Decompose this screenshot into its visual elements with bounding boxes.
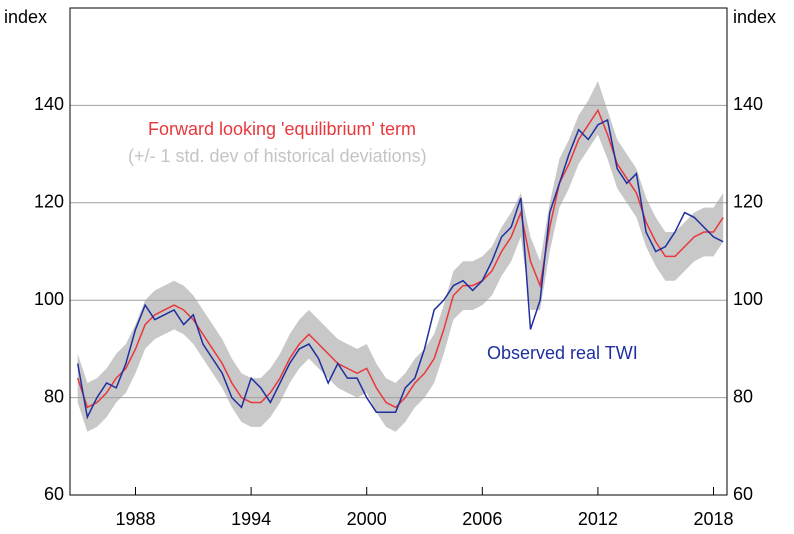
y2-axis-label: index — [733, 7, 776, 27]
annotation: (+/- 1 std. dev of historical deviations… — [128, 146, 427, 166]
x-tick-label: 2000 — [347, 509, 387, 529]
y-axis-label: index — [4, 7, 47, 27]
y-tick-label: 100 — [34, 289, 64, 309]
x-tick-label: 1994 — [231, 509, 271, 529]
annotation: Forward looking 'equilibrium' term — [148, 119, 416, 139]
plot-frame — [69, 7, 728, 496]
y-tick-label: 60 — [44, 484, 64, 504]
y2-tick-label: 120 — [733, 192, 763, 212]
x-tick-label: 2012 — [578, 509, 618, 529]
y2-tick-label: 100 — [733, 289, 763, 309]
y2-tick-label: 60 — [733, 484, 753, 504]
deviation-band — [77, 81, 724, 432]
y2-tick-label: 80 — [733, 386, 753, 406]
annotation: Observed real TWI — [487, 343, 638, 363]
y-tick-label: 120 — [34, 192, 64, 212]
x-tick-label: 2006 — [462, 509, 502, 529]
y-tick-label: 80 — [44, 386, 64, 406]
y2-tick-label: 140 — [733, 94, 763, 114]
x-tick-label: 2018 — [693, 509, 733, 529]
y-tick-label: 140 — [34, 94, 64, 114]
line — [76, 118, 724, 420]
x-tick-label: 1988 — [115, 509, 155, 529]
